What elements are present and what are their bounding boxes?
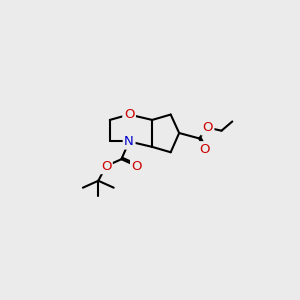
Text: N: N	[124, 135, 134, 148]
Text: O: O	[132, 160, 142, 172]
Text: O: O	[199, 143, 210, 156]
Text: O: O	[202, 121, 213, 134]
Text: O: O	[101, 160, 111, 172]
Text: O: O	[124, 108, 134, 121]
